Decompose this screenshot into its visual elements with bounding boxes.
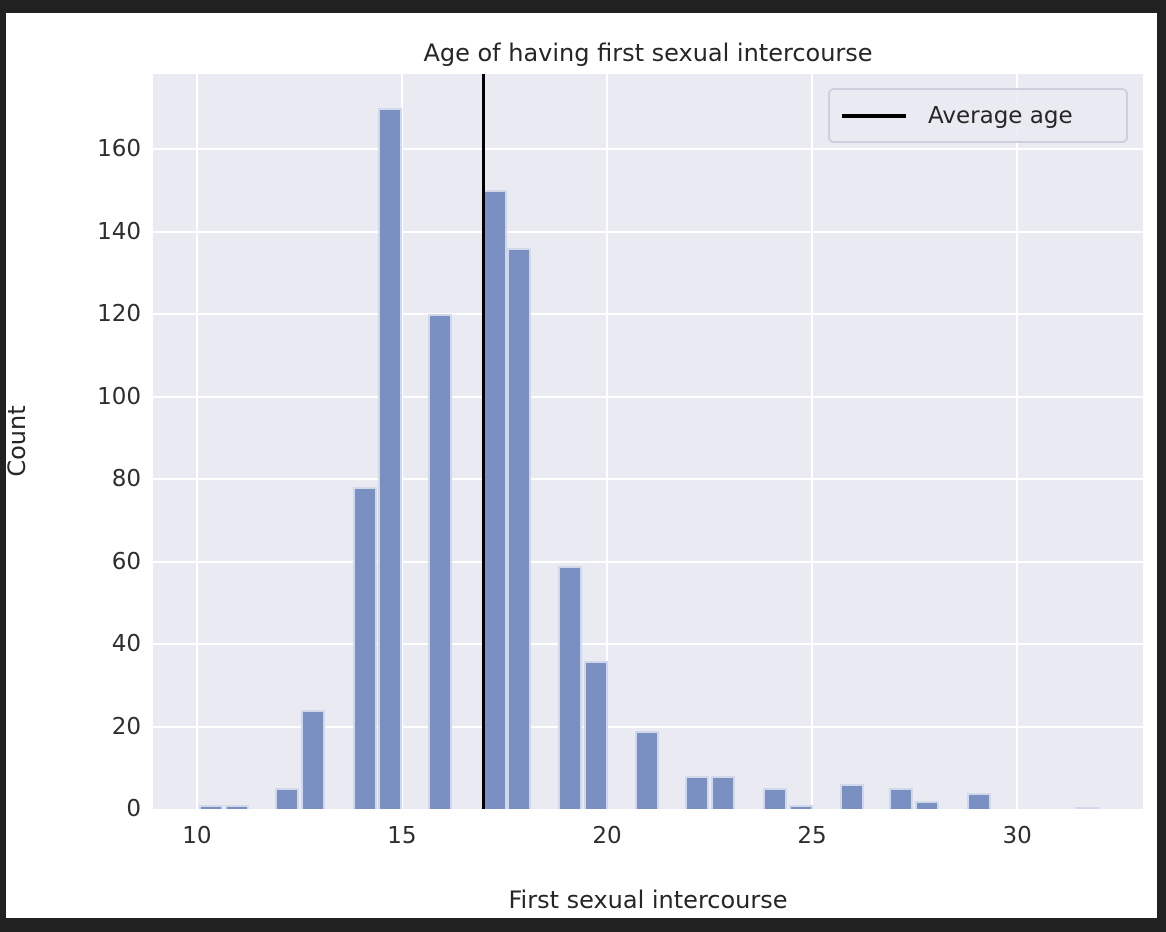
histogram-bar — [482, 190, 507, 809]
histogram-bar — [966, 792, 991, 809]
histogram-bar — [1074, 806, 1099, 809]
y-tick-label: 20 — [111, 713, 141, 740]
grid-line-horizontal — [153, 643, 1143, 646]
histogram-bar — [711, 776, 736, 809]
histogram-bar — [275, 788, 300, 809]
y-tick-label: 40 — [111, 631, 141, 658]
grid-line-vertical — [811, 74, 814, 809]
grid-line-vertical — [195, 74, 198, 809]
grid-line-horizontal — [153, 395, 1143, 398]
y-tick-label: 80 — [111, 466, 141, 493]
average-age-line — [482, 74, 486, 809]
y-tick-label: 140 — [97, 218, 141, 245]
histogram-bar — [788, 804, 813, 809]
y-tick-label: 0 — [126, 796, 141, 822]
x-tick-label: 25 — [797, 823, 827, 849]
grid-line-horizontal — [153, 313, 1143, 316]
chart-title: Age of having first sexual intercourse — [423, 39, 873, 67]
histogram-bar — [762, 788, 787, 809]
histogram-bar — [889, 788, 914, 809]
histogram-bar — [300, 710, 325, 809]
matplotlib-figure: Age of having first sexual intercourse C… — [3, 13, 1157, 918]
legend: Average age — [828, 88, 1128, 143]
y-tick-label: 160 — [97, 136, 141, 163]
histogram-bar — [685, 776, 710, 809]
histogram-bar — [378, 107, 403, 809]
histogram-bar — [198, 804, 223, 809]
average-age-line-swatch — [842, 113, 906, 118]
y-tick-label: 100 — [97, 383, 141, 410]
y-tick-label: 120 — [97, 301, 141, 328]
grid-line-vertical — [605, 74, 608, 809]
histogram-bar — [352, 487, 377, 809]
grid-line-horizontal — [153, 725, 1143, 728]
histogram-bar — [558, 565, 583, 809]
legend-label: Average age — [928, 102, 1073, 129]
histogram-bar — [914, 800, 939, 809]
grid-line-horizontal — [153, 230, 1143, 233]
grid-line-horizontal — [153, 560, 1143, 563]
y-axis-label: Count — [3, 405, 31, 477]
x-axis-label: First sexual intercourse — [508, 886, 788, 914]
x-tick-label: 30 — [1002, 823, 1032, 849]
grid-line-horizontal — [153, 148, 1143, 151]
histogram-bar — [839, 784, 864, 809]
x-tick-label: 15 — [387, 823, 417, 849]
x-tick-label: 20 — [592, 823, 622, 849]
plot-area: Average age — [153, 74, 1143, 809]
y-tick-label: 60 — [111, 548, 141, 575]
histogram-bar — [506, 248, 531, 809]
histogram-bar — [428, 314, 453, 809]
x-tick-label: 10 — [182, 823, 212, 849]
histogram-bar — [635, 730, 660, 809]
grid-line-horizontal — [153, 478, 1143, 481]
histogram-bar — [584, 660, 609, 809]
grid-line-vertical — [1016, 74, 1019, 809]
histogram-bar — [224, 804, 249, 809]
